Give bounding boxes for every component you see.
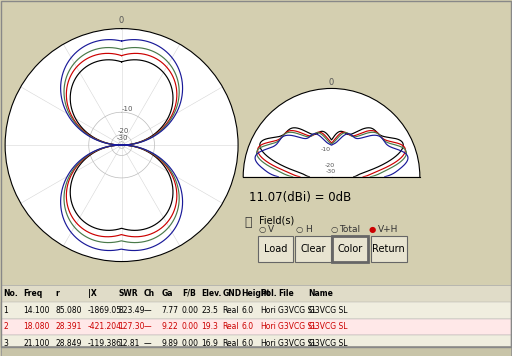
Text: G3VCG SL: G3VCG SL xyxy=(278,323,316,331)
Text: 2: 2 xyxy=(4,323,8,331)
Text: GND: GND xyxy=(223,289,242,298)
Text: 28.849: 28.849 xyxy=(55,339,82,348)
Text: Real: Real xyxy=(223,306,239,315)
Text: Load: Load xyxy=(264,244,287,254)
Text: Freq: Freq xyxy=(23,289,42,298)
Text: 23.5: 23.5 xyxy=(201,306,218,315)
Text: G3VCG SL: G3VCG SL xyxy=(309,323,347,331)
Text: G3VCG SL: G3VCG SL xyxy=(278,339,316,348)
Text: -20: -20 xyxy=(118,128,129,134)
Text: 0.00: 0.00 xyxy=(182,306,199,315)
Text: 6.0: 6.0 xyxy=(241,306,253,315)
Text: —: — xyxy=(144,323,152,331)
Text: r: r xyxy=(55,289,59,298)
Text: 19.3: 19.3 xyxy=(201,323,218,331)
Text: —: — xyxy=(144,306,152,315)
Text: SWR: SWR xyxy=(118,289,138,298)
Text: 823.49: 823.49 xyxy=(118,306,145,315)
Text: 0.00: 0.00 xyxy=(182,339,199,348)
Text: V+H: V+H xyxy=(378,225,398,234)
Text: ○: ○ xyxy=(330,225,337,234)
Text: |X: |X xyxy=(88,289,96,298)
Text: Clear: Clear xyxy=(300,244,326,254)
Text: 7.77: 7.77 xyxy=(161,306,178,315)
Text: 127.30: 127.30 xyxy=(118,323,145,331)
Text: -10: -10 xyxy=(122,106,133,112)
Text: Ga: Ga xyxy=(161,289,173,298)
Text: 0: 0 xyxy=(329,78,334,87)
Text: Elev.: Elev. xyxy=(201,289,222,298)
Text: 11.07(dBi) = 0dB: 11.07(dBi) = 0dB xyxy=(249,191,352,204)
Text: 21.100: 21.100 xyxy=(23,339,50,348)
Text: Color: Color xyxy=(337,244,363,254)
Text: 0: 0 xyxy=(119,16,124,26)
Text: 12.81: 12.81 xyxy=(118,339,140,348)
Text: 85.080: 85.080 xyxy=(55,306,82,315)
Text: Height: Height xyxy=(241,289,270,298)
Text: Ch: Ch xyxy=(144,289,155,298)
Text: Return: Return xyxy=(372,244,405,254)
Text: 6.0: 6.0 xyxy=(241,339,253,348)
Text: —: — xyxy=(144,339,152,348)
Text: V: V xyxy=(268,225,274,234)
Text: G3VCG SL: G3VCG SL xyxy=(309,306,347,315)
Text: Real: Real xyxy=(223,323,239,331)
Text: 14.100: 14.100 xyxy=(23,306,50,315)
Text: 9.22: 9.22 xyxy=(161,323,178,331)
Text: ○: ○ xyxy=(296,225,303,234)
Text: 1: 1 xyxy=(4,306,8,315)
Text: 3: 3 xyxy=(4,339,9,348)
Text: Name: Name xyxy=(309,289,334,298)
Text: File: File xyxy=(278,289,294,298)
Text: 9.89: 9.89 xyxy=(161,339,178,348)
Text: Hori: Hori xyxy=(261,339,276,348)
Text: Hori: Hori xyxy=(261,323,276,331)
Text: F/B: F/B xyxy=(182,289,196,298)
Text: ●: ● xyxy=(369,225,376,234)
Text: 6.0: 6.0 xyxy=(241,323,253,331)
Text: -119.386: -119.386 xyxy=(88,339,121,348)
Text: 28.391: 28.391 xyxy=(55,323,82,331)
Text: No.: No. xyxy=(4,289,18,298)
Text: 18.080: 18.080 xyxy=(23,323,50,331)
Text: Total: Total xyxy=(339,225,360,234)
Text: ⧖: ⧖ xyxy=(245,216,252,229)
Text: Field(s): Field(s) xyxy=(259,216,294,226)
Text: ◄: ◄ xyxy=(3,347,9,356)
Text: Real: Real xyxy=(223,339,239,348)
Text: G3VCG SL: G3VCG SL xyxy=(278,306,316,315)
Text: 16.9: 16.9 xyxy=(201,339,218,348)
Text: ○: ○ xyxy=(259,225,266,234)
Text: -30: -30 xyxy=(326,168,336,173)
Text: -20: -20 xyxy=(325,163,335,168)
Text: Pol.: Pol. xyxy=(261,289,277,298)
Text: H: H xyxy=(305,225,312,234)
Text: -30: -30 xyxy=(117,135,128,141)
Text: -10: -10 xyxy=(321,147,331,152)
Text: G3VCG SL: G3VCG SL xyxy=(309,339,347,348)
Text: 0.00: 0.00 xyxy=(182,323,199,331)
Text: -1869.05: -1869.05 xyxy=(88,306,122,315)
Text: ►: ► xyxy=(503,347,509,356)
Text: Hori: Hori xyxy=(261,306,276,315)
Text: -421.204: -421.204 xyxy=(88,323,121,331)
